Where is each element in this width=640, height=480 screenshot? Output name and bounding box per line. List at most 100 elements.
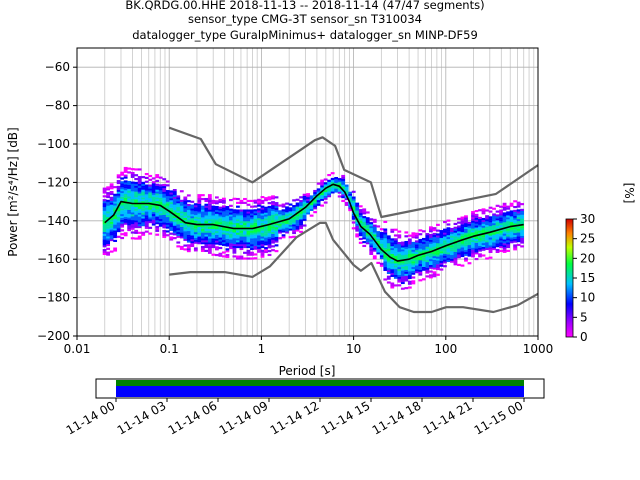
heatmap-cell xyxy=(197,196,202,199)
heatmap-cell xyxy=(292,218,296,221)
heatmap-cell xyxy=(404,256,409,259)
heatmap-cell xyxy=(295,202,300,205)
heatmap-cell xyxy=(355,210,360,213)
heatmap-cell xyxy=(295,204,300,207)
heatmap-cell xyxy=(341,174,346,178)
heatmap-cell xyxy=(211,209,216,212)
heatmap-cell xyxy=(330,181,335,184)
heatmap-cell xyxy=(278,204,282,207)
heatmap-cell xyxy=(257,214,261,217)
heatmap-cell xyxy=(267,244,272,247)
heatmap-cell xyxy=(306,200,311,203)
heatmap-cell xyxy=(116,226,121,229)
heatmap-cell xyxy=(453,232,458,235)
heatmap-cell xyxy=(257,244,261,248)
heatmap-cell xyxy=(274,225,279,228)
heatmap-cell xyxy=(488,216,493,219)
heatmap-cell xyxy=(267,232,272,235)
heatmap-cell xyxy=(390,255,395,258)
heatmap-cell xyxy=(148,190,153,193)
heatmap-cell xyxy=(369,231,374,234)
heatmap-cell xyxy=(330,172,335,175)
heatmap-cell xyxy=(407,273,412,276)
heatmap-cell xyxy=(229,223,233,227)
heatmap-cell xyxy=(379,251,384,254)
heatmap-cell xyxy=(183,231,188,234)
heatmap-cell xyxy=(404,287,409,290)
heatmap-cell xyxy=(418,269,423,272)
heatmap-cell xyxy=(302,203,307,206)
heatmap-cell xyxy=(162,191,167,194)
heatmap-cell xyxy=(239,230,244,233)
heatmap-cell xyxy=(127,196,132,199)
heatmap-cell xyxy=(155,202,160,206)
heatmap-cell xyxy=(488,229,493,232)
heatmap-cell xyxy=(369,222,374,225)
heatmap-cell xyxy=(211,207,216,210)
heatmap-cell xyxy=(116,185,121,188)
heatmap-cell xyxy=(172,190,177,194)
heatmap-cell xyxy=(390,259,395,262)
heatmap-cell xyxy=(516,203,521,206)
heatmap-cell xyxy=(229,227,233,230)
heatmap-cell xyxy=(193,208,198,212)
x-tick-label: 1000 xyxy=(523,342,554,356)
heatmap-cell xyxy=(506,222,510,226)
heatmap-cell xyxy=(432,248,437,251)
heatmap-cell xyxy=(113,199,118,202)
heatmap-cell xyxy=(407,248,412,251)
heatmap-cell xyxy=(313,191,318,195)
heatmap-cell xyxy=(358,222,363,225)
heatmap-cell xyxy=(267,202,272,205)
heatmap-cell xyxy=(306,212,311,215)
heatmap-cell xyxy=(221,230,226,233)
heatmap-cell xyxy=(492,215,496,218)
heatmap-cell xyxy=(257,198,261,201)
heatmap-cell xyxy=(109,229,114,232)
heatmap-cell xyxy=(509,235,514,238)
heatmap-cell xyxy=(285,210,289,213)
heatmap-cell xyxy=(151,206,156,209)
heatmap-cell xyxy=(141,220,146,223)
heatmap-cell xyxy=(439,239,444,242)
heatmap-cell xyxy=(102,235,107,238)
heatmap-cell xyxy=(155,214,160,217)
heatmap-cell xyxy=(162,187,167,190)
heatmap-cell xyxy=(162,231,167,235)
heatmap-cell xyxy=(134,195,139,198)
heatmap-cell xyxy=(207,197,212,201)
heatmap-cell xyxy=(506,211,510,214)
heatmap-cell xyxy=(141,222,146,225)
heatmap-cell xyxy=(183,217,188,220)
heatmap-cell xyxy=(179,199,184,202)
heatmap-cell xyxy=(134,181,139,184)
heatmap-cell xyxy=(351,208,356,211)
heatmap-cell xyxy=(204,211,209,214)
title-line-3: datalogger_type GuralpMinimus+ datalogge… xyxy=(132,28,478,42)
heatmap-cell xyxy=(481,223,486,226)
heatmap-cell xyxy=(155,204,160,207)
heatmap-cell xyxy=(411,272,416,275)
series-line-noise-model-low xyxy=(169,221,539,314)
heatmap-cell xyxy=(471,234,475,237)
heatmap-cell xyxy=(453,226,458,229)
heatmap-cell xyxy=(509,210,514,213)
heatmap-cell xyxy=(207,217,212,220)
heatmap-cell xyxy=(436,242,440,246)
heatmap-cell xyxy=(113,224,118,227)
heatmap-cell xyxy=(183,200,188,203)
heatmap-cell xyxy=(106,199,111,202)
heatmap-cell xyxy=(193,233,198,237)
heatmap-cell xyxy=(278,225,282,228)
heatmap-cell xyxy=(369,245,374,248)
heatmap-cell xyxy=(183,196,188,199)
heatmap-cell xyxy=(130,198,135,201)
heatmap-cell xyxy=(306,198,311,202)
heatmap-cell xyxy=(506,215,510,218)
heatmap-cell xyxy=(211,205,216,208)
heatmap-cell xyxy=(492,221,496,224)
heatmap-cell xyxy=(236,245,240,249)
heatmap-cell xyxy=(471,249,475,252)
heatmap-cell xyxy=(218,241,223,244)
heatmap-cell xyxy=(509,237,514,240)
